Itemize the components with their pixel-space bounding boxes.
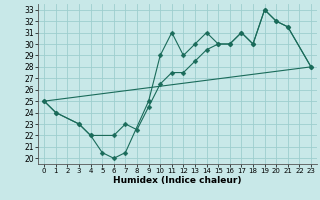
X-axis label: Humidex (Indice chaleur): Humidex (Indice chaleur) (113, 176, 242, 185)
